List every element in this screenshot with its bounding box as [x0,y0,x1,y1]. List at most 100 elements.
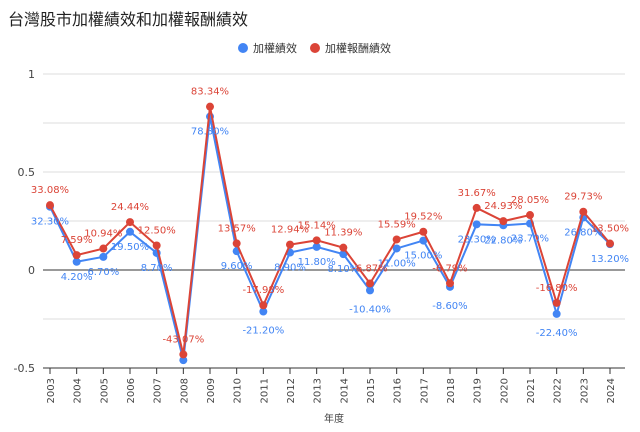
legend-marker [310,43,320,53]
data-label: 23.70% [511,234,549,245]
x-tick-label: 2023 [579,378,590,403]
x-tick-label: 2007 [153,378,164,403]
data-label: 6.70% [87,267,119,278]
data-label: 15.59% [378,219,416,230]
data-label: -6.87% [352,263,387,274]
data-point [392,235,401,244]
data-label: -8.60% [432,301,467,312]
data-label: 23.30% [458,234,496,245]
y-tick-label: 1 [28,68,35,81]
data-label: 8.70% [141,263,173,274]
data-label: 15.00% [404,251,442,262]
data-label: 8.90% [274,263,306,274]
data-label: 19.50% [111,242,149,253]
data-point [552,309,561,318]
data-point [392,244,401,253]
x-tick-label: 2004 [73,378,84,403]
data-point [339,243,348,252]
data-label: 83.34% [191,87,229,98]
data-label: 32.30% [31,217,69,228]
data-point [179,350,188,359]
data-point [472,220,481,229]
y-tick-label: -0.5 [14,362,35,375]
data-label: -10.40% [349,304,391,315]
legend-label: 加權績效 [253,41,297,55]
x-tick-label: 2011 [259,378,270,403]
data-point [72,257,81,266]
data-label: 12.50% [138,226,176,237]
data-label: 10.94% [84,229,122,240]
data-point [46,201,54,210]
data-point [152,241,161,250]
x-tick-label: 2013 [313,378,324,403]
data-point [312,242,321,251]
data-label: -17.98% [242,285,284,296]
x-tick-label: 2024 [606,378,617,403]
data-label: 19.52% [404,212,442,223]
x-tick-label: 2020 [499,378,510,403]
data-label: 15.14% [298,220,336,231]
x-tick-label: 2010 [233,378,244,403]
data-point [339,250,348,259]
data-label: 4.20% [61,272,93,283]
data-label: 31.67% [458,188,496,199]
data-label: -6.79% [432,263,467,274]
data-label: 24.44% [111,202,149,213]
data-label: 9.60% [221,261,253,272]
data-point [206,102,214,111]
data-label: -43.07% [162,334,204,345]
data-label: 26.80% [564,227,602,238]
data-point [179,356,188,365]
data-point [259,301,268,310]
x-tick-label: 2012 [286,378,297,403]
data-point [552,298,561,307]
data-label: 11.39% [324,228,362,239]
data-point [99,244,108,253]
data-point [232,239,241,248]
data-point [99,252,108,261]
data-label: 28.05% [511,195,549,206]
y-tick-label: 0 [28,264,35,277]
data-point [472,203,481,212]
data-point [126,218,134,227]
series-line-0 [49,116,611,361]
x-tick-label: 2018 [446,378,457,403]
x-tick-label: 2014 [339,378,350,403]
data-label: 24.93% [484,201,522,212]
x-tick-label: 2022 [553,378,564,403]
x-tick-label: 2003 [46,378,57,403]
data-label: 11.80% [298,257,336,268]
x-axis-label: 年度 [324,412,344,425]
legend-marker [238,43,248,53]
x-tick-label: 2006 [126,378,137,403]
x-tick-label: 2016 [393,378,404,403]
data-point [286,240,294,249]
series-line-1 [49,106,611,355]
data-point [419,236,428,245]
data-point [366,286,374,295]
data-label: 11.00% [378,258,416,269]
legend-label: 加權報酬績效 [325,41,391,55]
data-label: 33.08% [31,185,69,196]
y-tick-label: 0.5 [18,166,36,179]
data-label: 13.57% [218,223,256,234]
data-point [259,307,268,316]
data-point [72,251,81,260]
data-point [312,236,321,245]
x-tick-label: 2015 [366,378,377,403]
data-point [526,211,534,220]
data-label: 7.59% [61,235,93,246]
data-point [126,227,134,236]
data-point [419,227,428,236]
data-label: -22.40% [536,328,578,339]
data-label: -21.20% [242,326,284,337]
data-point [606,239,614,248]
data-point [366,279,374,288]
data-label: 12.94% [271,225,309,236]
data-label: 13.20% [591,254,629,265]
data-point [579,207,588,216]
data-label: 13.50% [591,224,629,235]
data-label: 29.73% [564,192,602,203]
